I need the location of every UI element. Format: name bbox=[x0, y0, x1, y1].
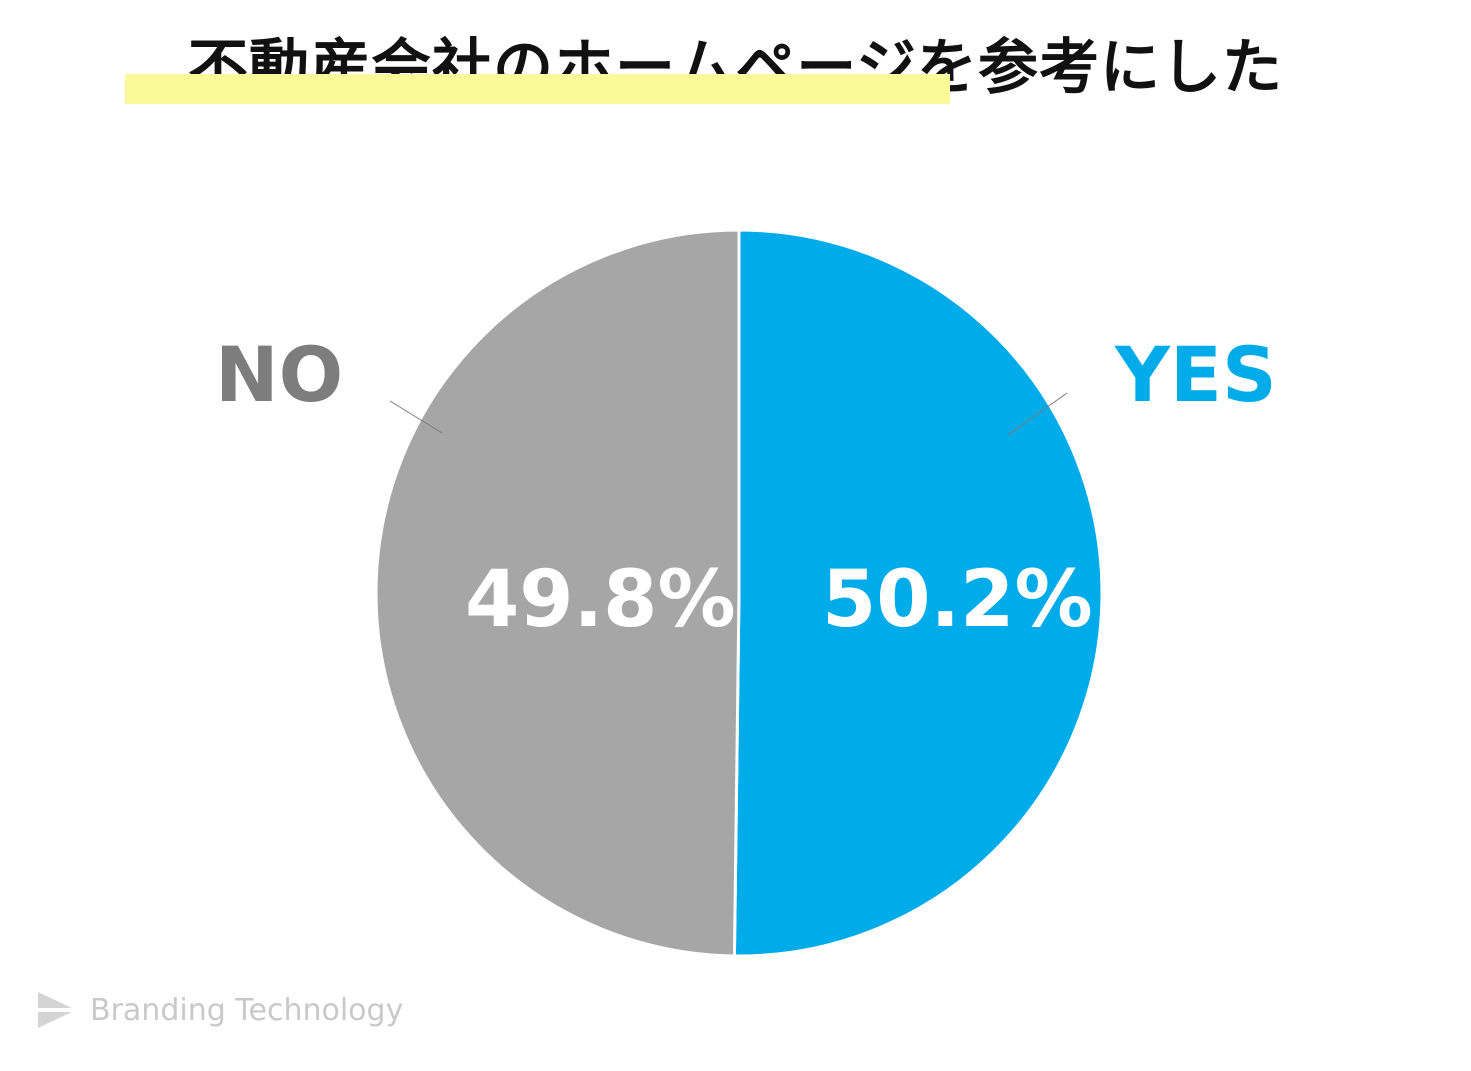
title-highlight bbox=[125, 74, 950, 104]
leader-line-yes bbox=[1007, 392, 1068, 436]
legend-label-no: NO bbox=[215, 330, 344, 419]
legend-label-yes: YES bbox=[1115, 330, 1277, 419]
leader-line-no bbox=[389, 400, 443, 434]
data-label-yes: 50.2% bbox=[822, 555, 1093, 645]
pie-slice-yes bbox=[732, 228, 1104, 958]
brand-logo: Branding Technology bbox=[36, 990, 403, 1030]
brand-name: Branding Technology bbox=[90, 992, 404, 1028]
data-label-no: 49.8% bbox=[465, 555, 736, 645]
paper-plane-logo-icon bbox=[38, 992, 72, 1028]
pie-slice-no bbox=[374, 228, 741, 958]
